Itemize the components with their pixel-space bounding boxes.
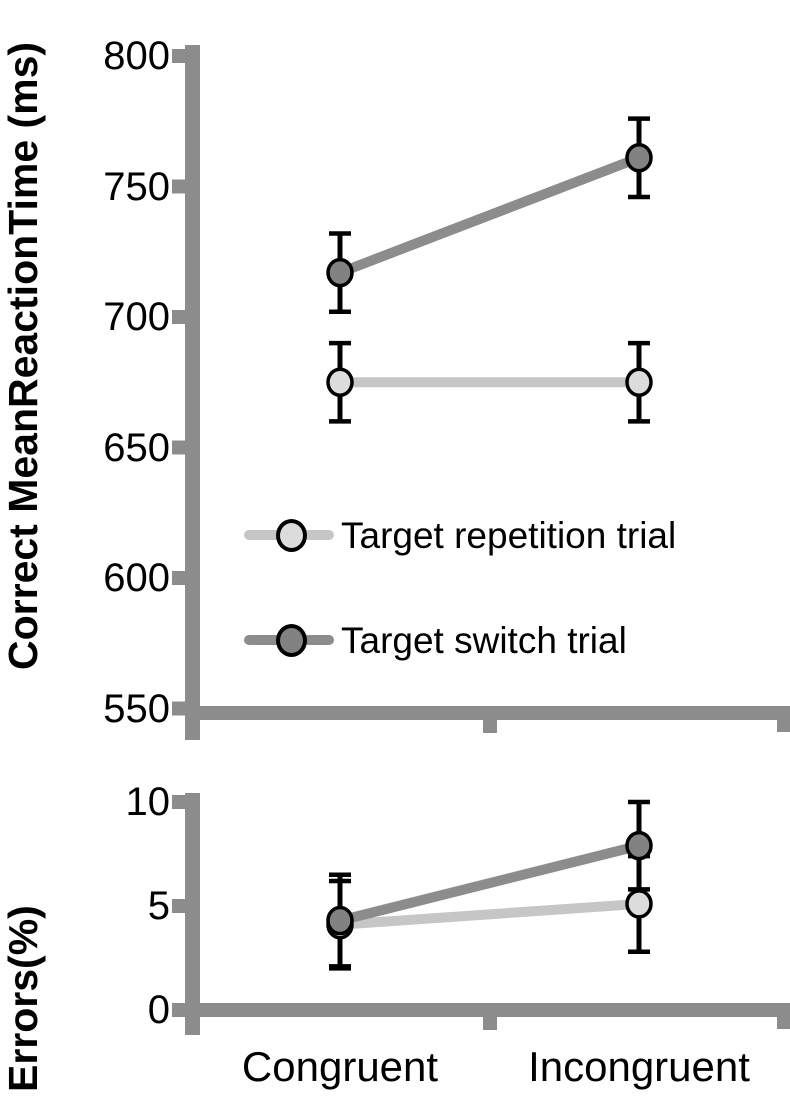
series-line [339, 898, 640, 930]
y-axis-tick [172, 440, 186, 455]
y-axis-tick [172, 571, 186, 585]
y-tick-label: 5 [147, 884, 170, 928]
y-tick-label: 700 [103, 295, 170, 339]
x-axis-label-incongruent: Incongruent [528, 1043, 750, 1090]
y-tick-label: 750 [103, 164, 170, 209]
x-axis-mid-tick [483, 720, 497, 733]
legend-label-repetition: Target repetition trial [341, 515, 677, 556]
x-axis-bar [185, 1003, 790, 1017]
y-axis-tick [172, 179, 186, 194]
series-line [338, 153, 641, 278]
y-tick-label: 600 [103, 556, 170, 600]
data-point-marker [625, 830, 653, 861]
y-tick-label: 800 [103, 34, 170, 78]
y-tick-label: 0 [147, 988, 170, 1032]
y-tick-label: 650 [103, 425, 170, 470]
x-axis-end-tick [777, 1017, 790, 1029]
y-axis-tick [172, 1003, 186, 1017]
x-axis-end-tick [777, 720, 790, 732]
y-axis-bar [185, 793, 200, 1035]
legend-label-switch: Target switch trial [341, 620, 627, 661]
y-axis-bar [185, 45, 200, 740]
data-point-marker [326, 905, 354, 936]
x-axis-mid-tick [483, 1017, 497, 1030]
x-axis-label-congruent: Congruent [241, 1043, 439, 1090]
legend-marker-switch [276, 624, 307, 657]
y-tick-label: 10 [125, 780, 171, 824]
legend-marker-repetition [276, 519, 307, 552]
data-point-marker [326, 257, 354, 288]
x-axis-bar [185, 706, 790, 720]
y-axis-tick [172, 795, 186, 809]
y-axis-tick [172, 310, 186, 324]
data-point-marker [625, 367, 653, 397]
data-point-marker [625, 889, 653, 919]
series-line [338, 840, 641, 926]
y-axis-tick [172, 49, 186, 63]
y-axis-tick [172, 899, 186, 913]
y-axis-tick [172, 701, 186, 716]
data-point-marker [625, 143, 653, 173]
y-tick-label: 550 [103, 686, 170, 731]
data-point-marker [326, 367, 354, 397]
